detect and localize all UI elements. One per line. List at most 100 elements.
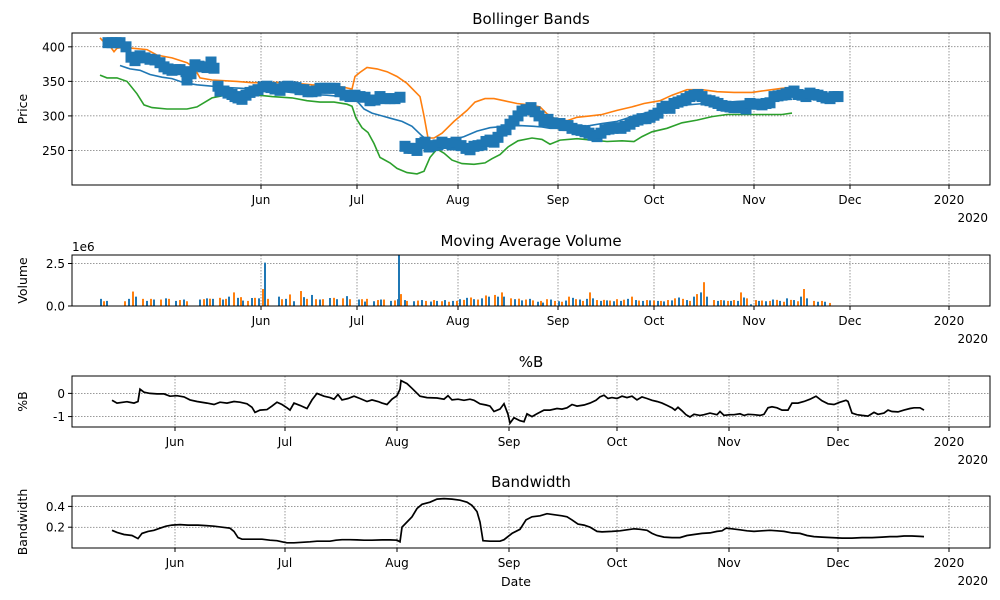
volume-bar xyxy=(730,300,732,306)
volume-bar xyxy=(616,299,618,306)
volume-bar xyxy=(817,301,819,306)
volume-xtick-label-nov: Nov xyxy=(742,314,765,328)
volume-bar xyxy=(686,300,688,306)
volume-bar xyxy=(546,299,548,306)
volume-xtick-label-2020: 2020 xyxy=(934,314,965,328)
volume-bar xyxy=(696,294,698,306)
volume-bar xyxy=(674,298,676,306)
bollinger-close-marker xyxy=(500,124,512,136)
percent_b-ylabel: %B xyxy=(15,391,30,411)
volume-bar xyxy=(592,298,594,306)
volume-bar xyxy=(128,298,130,306)
volume-bar xyxy=(660,300,662,306)
volume-bar xyxy=(720,300,722,306)
volume-bar xyxy=(682,298,684,306)
volume-bar xyxy=(713,300,715,306)
volume-bar xyxy=(746,298,748,306)
volume-bar xyxy=(800,296,802,306)
percent_b-ytick-label-0: -1 xyxy=(53,410,65,424)
volume-xtick-label-jun: Jun xyxy=(251,314,271,328)
volume-bar xyxy=(425,300,427,306)
volume-bar xyxy=(689,300,691,306)
bollinger-ytick-label-1: 300 xyxy=(42,109,65,123)
volume-bar xyxy=(135,296,137,306)
bollinger-x-offset-label: 2020 xyxy=(957,211,988,225)
volume-bar xyxy=(233,292,235,306)
volume-bar xyxy=(436,300,438,306)
volume-bar xyxy=(525,299,527,306)
volume-bar xyxy=(703,282,705,306)
volume-bar xyxy=(706,296,708,306)
bandwidth-x-offset-label: 2020 xyxy=(957,574,988,588)
volume-bar xyxy=(586,298,588,306)
bollinger-xtick-label-jul: Jul xyxy=(349,193,364,207)
volume-bar xyxy=(727,300,729,306)
volume-bar xyxy=(700,292,702,306)
volume-bar xyxy=(400,294,402,306)
bollinger-ytick-label-3: 400 xyxy=(42,40,65,54)
volume-bar xyxy=(349,299,351,306)
bollinger-xtick-label-nov: Nov xyxy=(742,193,765,207)
bandwidth-ylabel: Bandwidth xyxy=(15,489,30,556)
volume-bar xyxy=(575,299,577,306)
volume-bar xyxy=(790,299,792,306)
volume-bar xyxy=(322,299,324,306)
volume-bar xyxy=(306,298,308,306)
volume-bar xyxy=(448,301,450,306)
volume-bar xyxy=(765,301,767,306)
volume-bar xyxy=(501,292,503,306)
volume-bar xyxy=(813,300,815,306)
volume-bar xyxy=(613,301,615,306)
bollinger-panel: Bollinger Bands Jun Jul Aug Sep Oct Nov Dec 2020… xyxy=(15,10,991,225)
volume-bar xyxy=(510,298,512,306)
bandwidth-xtick-label-2020: 2020 xyxy=(934,556,965,570)
volume-bar xyxy=(550,299,552,306)
volume-bar xyxy=(222,299,224,306)
volume-bar xyxy=(631,296,633,306)
volume-bar xyxy=(582,300,584,306)
volume-bar xyxy=(638,300,640,306)
bandwidth-ytick-label-0: 0.2 xyxy=(46,521,65,535)
volume-bar xyxy=(477,299,479,306)
volume-panel: Moving Average Volume Jun Jul Aug Sep Oct Nov D… xyxy=(15,232,991,346)
volume-bar xyxy=(671,300,673,306)
bandwidth-xtick-label-jun: Jun xyxy=(165,556,185,570)
volume-bar xyxy=(342,298,344,306)
volume-bar xyxy=(558,301,560,306)
bandwidth-title: Bandwidth xyxy=(491,473,571,491)
bollinger-close-marker xyxy=(492,131,504,143)
volume-bar xyxy=(783,301,785,306)
volume-bar xyxy=(600,300,602,306)
volume-ylabel: Volume xyxy=(15,257,30,304)
percent_b-xtick-label-2020: 2020 xyxy=(934,435,965,449)
volume-bar xyxy=(761,300,763,306)
bandwidth-xtick-label-dec: Dec xyxy=(826,556,849,570)
volume-bar xyxy=(264,262,266,306)
volume-bar xyxy=(776,299,778,306)
bollinger-close-marker xyxy=(832,91,844,103)
volume-bar xyxy=(406,300,408,306)
volume-bar xyxy=(433,300,435,306)
bandwidth-xtick-label-jul: Jul xyxy=(277,556,292,570)
volume-bar xyxy=(797,301,799,306)
bollinger-close-marker xyxy=(181,74,193,86)
volume-bar xyxy=(733,300,735,306)
volume-bar xyxy=(289,294,291,306)
volume-bar xyxy=(521,300,523,306)
volume-bar xyxy=(225,298,227,306)
volume-bar xyxy=(488,296,490,306)
volume-bar xyxy=(466,297,468,306)
volume-bar xyxy=(278,296,280,306)
bollinger-ytick-label-2: 350 xyxy=(42,75,65,89)
percent_b-title: %B xyxy=(519,353,544,371)
volume-bar xyxy=(183,299,185,306)
percent_b-xtick-label-jul: Jul xyxy=(277,435,292,449)
percent_b-xtick-label-jun: Jun xyxy=(165,435,185,449)
volume-ytick-label-0: 0.0 xyxy=(46,300,65,314)
volume-xtick-label-oct: Oct xyxy=(644,314,665,328)
bollinger-axes-frame xyxy=(71,32,991,186)
bollinger-ylabel: Price xyxy=(15,93,30,124)
volume-bar xyxy=(421,300,423,306)
percent_b-plot-area xyxy=(111,379,925,426)
